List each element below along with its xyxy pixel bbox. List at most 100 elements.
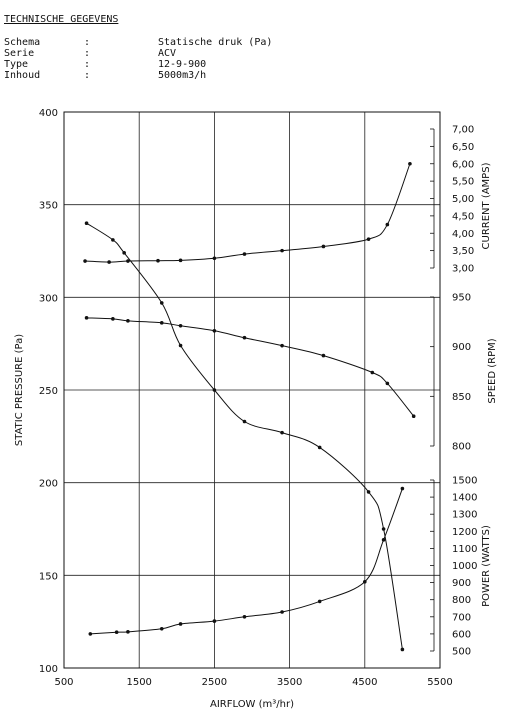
y-axis-label-speed: SPEED (RPM) [487,338,498,403]
spec-row-inhoud: Inhoud : 5000m3/h [4,70,272,81]
data-point-power [363,579,367,584]
data-point-speed [111,317,115,321]
spec-value: ACV [158,48,177,59]
data-point-current [107,260,111,264]
y-tick-label-power: 600 [452,629,471,640]
axis-ticks: 500 1500 2500 3500 4500 5500 100 150 200 250 300 35… [39,108,478,688]
doc-header: TECHNISCHE GEGEVENS Schema : Statische d… [4,14,272,81]
x-tick-label: 5500 [427,677,452,688]
spec-label: Schema [4,37,41,48]
data-point-speed [159,321,164,325]
y-tick-label-power: 1400 [452,493,477,504]
data-point-speed [178,324,183,328]
x-tick-label: 4500 [352,677,377,688]
y-tick-label-pressure: 100 [39,664,58,675]
spec-value: 5000m3/h [158,70,207,81]
y-tick-label-current: 3,50 [452,246,474,257]
data-point-power [400,486,405,491]
data-point-current [366,237,371,241]
y-tick-label-pressure: 150 [39,571,58,582]
data-point-current [242,252,247,256]
x-axis-label: AIRFLOW (m³/hr) [210,699,294,710]
y-tick-label-power: 900 [452,578,471,589]
y-tick-label-power: 1500 [452,476,477,487]
data-point-power [159,626,164,631]
spec-label: Inhoud [4,70,41,81]
data-point-pressure [212,388,217,392]
y-tick-label-pressure: 400 [39,108,58,119]
y-tick-label-pressure: 250 [39,386,58,397]
y-tick-label-power: 800 [452,595,471,606]
data-point-speed [321,353,326,358]
data-point-power [242,615,247,619]
data-point-current [83,259,87,263]
y-tick-label-current: 4,50 [452,211,474,222]
data-point-pressure [400,647,405,652]
y-tick-label-current: 6,00 [452,159,474,170]
x-tick-label: 3500 [277,677,302,688]
data-point-speed [126,319,130,323]
y-tick-label-power: 1200 [452,527,477,538]
data-point-pressure [159,301,164,305]
y-tick-label-current: 4,00 [452,229,474,240]
data-point-power [178,622,183,626]
doc-title: TECHNISCHE GEGEVENS [4,14,119,25]
data-point-power [126,630,130,634]
data-point-power [317,599,322,604]
spec-row-serie: Serie : ACV [4,48,272,59]
plot-frame [63,111,441,669]
data-point-power [114,630,119,634]
y-tick-label-power: 1300 [452,510,477,521]
spec-value: 12-9-900 [158,59,207,70]
x-tick-label: 1500 [126,677,151,688]
series [83,161,416,652]
data-point-current [156,258,160,263]
data-point-speed [411,414,416,419]
data-point-pressure [111,238,115,242]
data-point-pressure [381,527,386,531]
y-tick-label-speed: 900 [452,342,471,353]
y-axis-label-current: CURRENT (AMPS) [481,162,492,249]
data-point-speed [370,370,375,375]
y-axis-label-pressure: STATIC PRESSURE (Pa) [14,334,25,446]
y-tick-label-power: 500 [452,647,471,658]
y-tick-label-speed: 950 [452,293,471,304]
spec-sep: : [84,59,91,70]
data-point-pressure [84,221,89,225]
data-point-current [408,161,412,166]
data-point-speed [242,335,247,340]
series-line-power [90,488,403,635]
y-tick-label-current: 5,50 [452,177,474,188]
data-point-speed [385,381,390,386]
y-tick-label-speed: 850 [452,392,471,403]
grid [64,112,440,668]
spec-row-type: Type : 12-9-900 [4,59,272,70]
spec-value: Statische druk (Pa) [158,37,273,48]
y-axis-label-power: POWER (WATTS) [481,525,492,607]
data-point-pressure [122,251,126,255]
data-point-pressure [317,445,322,450]
spec-label: Serie [4,48,35,59]
x-tick-label: 500 [54,677,73,688]
data-point-current [280,248,284,253]
series-line-speed [86,317,415,417]
data-point-power [381,538,386,542]
data-point-power [88,632,93,636]
data-point-current [126,259,130,263]
series-line-pressure [86,222,403,650]
y-tick-label-current: 7,00 [452,125,474,136]
data-point-pressure [366,490,371,494]
spec-sep: : [84,70,91,81]
data-point-current [321,244,326,249]
y-tick-label-pressure: 300 [39,293,58,304]
spec-sep: : [84,37,91,48]
y-tick-label-power: 700 [452,612,471,623]
data-point-speed [84,316,89,320]
data-point-pressure [242,419,247,424]
spec-label: Type [4,59,29,70]
y-tick-label-current: 3,00 [452,264,474,275]
series-line-current [85,163,411,263]
data-point-speed [212,328,217,333]
data-point-current [212,256,217,261]
